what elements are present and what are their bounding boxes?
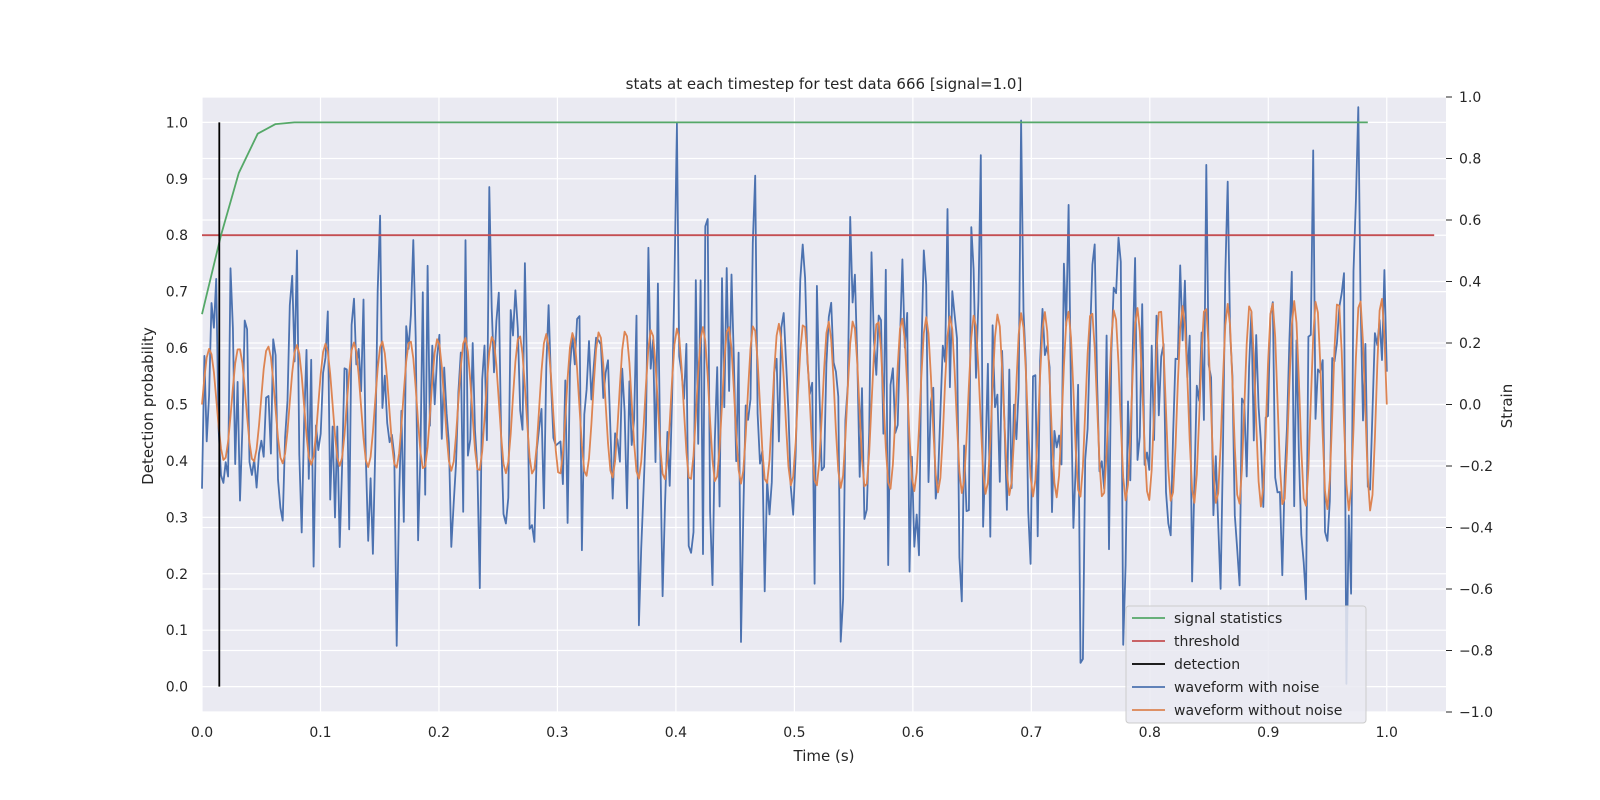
y-left-tick-label: 0.2 [166, 567, 188, 583]
y-right-tick-label: 0.6 [1459, 213, 1481, 229]
y-right-tick-label: −0.4 [1459, 521, 1493, 537]
x-tick-label: 0.0 [191, 725, 213, 741]
legend-entry-detection: detection [1132, 657, 1240, 673]
legend-entry-threshold: threshold [1132, 634, 1240, 650]
x-tick-labels: 0.0 0.1 0.2 0.3 0.4 0.5 0.6 0.7 0.8 0.9 1.0 [191, 725, 1398, 741]
series-waveform-with-noise [201, 106, 1388, 685]
y-right-tick-label: 1.0 [1459, 90, 1481, 106]
x-tick-label: 0.3 [546, 725, 568, 741]
x-tick-label: 0.1 [309, 725, 331, 741]
y-right-axis-label: Strain [1498, 384, 1516, 428]
y-left-axis-label: Detection probability [139, 327, 157, 485]
x-axis-label: Time (s) [793, 747, 855, 765]
y-left-tick-label: 0.0 [166, 680, 188, 696]
y-left-tick-label: 0.1 [166, 623, 188, 639]
x-tick-label: 0.7 [1020, 725, 1042, 741]
y-left-tick-label: 0.9 [166, 172, 188, 188]
y-right-tick-label: 0.2 [1459, 336, 1481, 352]
x-tick-label: 0.9 [1257, 725, 1279, 741]
y-left-tick-label: 0.5 [166, 398, 188, 414]
legend-label: waveform without noise [1174, 703, 1342, 719]
legend-frame [1125, 605, 1367, 724]
y-right-tick-label: −0.2 [1459, 459, 1493, 475]
legend-entry-waveform-with-noise: waveform with noise [1132, 680, 1319, 696]
y-left-tick-labels: 0.0 0.1 0.2 0.3 0.4 0.5 0.6 0.7 0.8 0.9 1.0 [166, 115, 188, 695]
series-waveform-without-noise [201, 297, 1388, 512]
legend-entry-signal-statistics: signal statistics [1132, 611, 1282, 627]
y-right-tick-label: 0.0 [1459, 398, 1481, 414]
y-left-tick-label: 0.7 [166, 285, 188, 301]
x-tick-label: 1.0 [1376, 725, 1398, 741]
y-left-tick-label: 0.4 [166, 454, 188, 470]
y-right-tick-labels: −1.0 −0.8 −0.6 −0.4 −0.2 0.0 0.2 0.4 0.6 0.8 1.0 [1446, 90, 1493, 721]
y-right-tick-label: 0.4 [1459, 275, 1481, 291]
legend-label: waveform with noise [1174, 680, 1319, 696]
x-tick-label: 0.5 [783, 725, 805, 741]
chart-title: stats at each timestep for test data 666… [626, 75, 1023, 93]
y-left-tick-label: 0.3 [166, 510, 188, 526]
y-right-tick-label: −1.0 [1459, 705, 1493, 721]
x-tick-label: 0.2 [428, 725, 450, 741]
y-right-tick-label: −0.8 [1459, 644, 1493, 660]
y-right-tick-label: −0.6 [1459, 582, 1493, 598]
y-left-tick-label: 0.6 [166, 341, 188, 357]
y-left-tick-label: 1.0 [166, 115, 188, 131]
legend-entry-waveform-without-noise: waveform without noise [1132, 703, 1342, 719]
series-signal-statistics [201, 121, 1368, 315]
series-layer [201, 106, 1435, 687]
legend: signal statistics threshold detection wa… [1125, 605, 1367, 724]
legend-label: signal statistics [1174, 611, 1282, 627]
y-left-tick-label: 0.8 [166, 228, 188, 244]
legend-label: detection [1174, 657, 1240, 673]
x-tick-label: 0.6 [902, 725, 924, 741]
legend-label: threshold [1174, 634, 1240, 650]
x-tick-label: 0.8 [1139, 725, 1161, 741]
x-tick-label: 0.4 [665, 725, 687, 741]
y-right-tick-label: 0.8 [1459, 152, 1481, 168]
